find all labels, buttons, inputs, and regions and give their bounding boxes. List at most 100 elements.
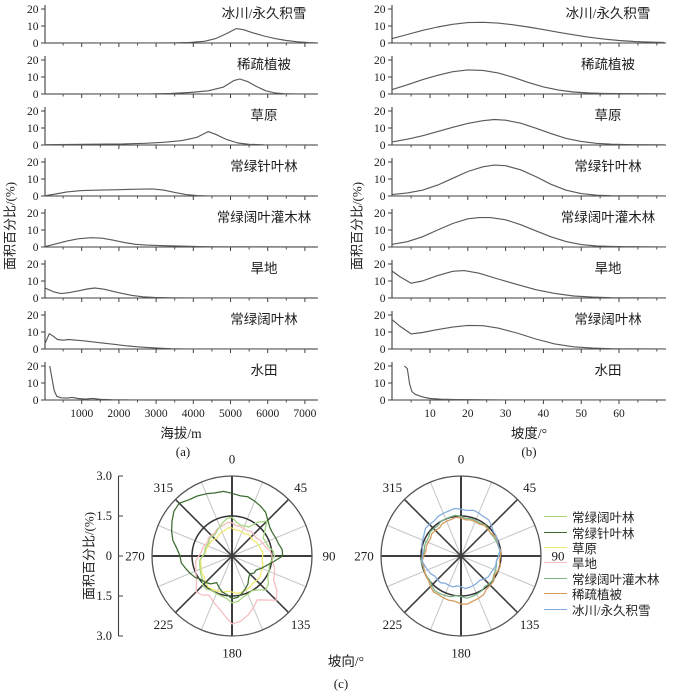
legend-item: 冰川/永久积雪 <box>544 601 660 618</box>
x-axis-label-panel-c: 坡向/° <box>327 654 365 669</box>
y-tick-label: 10 <box>374 72 386 84</box>
polar-main-spoke <box>174 498 290 614</box>
polar-angle-label: 270 <box>354 549 374 564</box>
series-category-label: 旱地 <box>595 261 623 276</box>
y-tick-label: 10 <box>27 123 39 135</box>
radial-tick-label: 3.0 <box>96 629 112 643</box>
polar-angle-label: 135 <box>520 617 540 632</box>
legend-swatch-line <box>544 562 567 564</box>
y-tick-label: 10 <box>374 225 386 237</box>
data-curve <box>44 188 317 197</box>
y-tick-label: 10 <box>374 174 386 186</box>
y-tick-label: 0 <box>380 38 386 50</box>
y-tick-label: 10 <box>27 72 39 84</box>
y-tick-label: 20 <box>374 208 386 220</box>
polar-angle-label: 0 <box>458 452 465 467</box>
y-tick-label: 20 <box>374 361 386 373</box>
panel-letter-a: (a) <box>175 444 191 459</box>
x-axis-label-panel-b: 坡度/° <box>510 426 548 441</box>
y-axis-label-panel-c: 面积百分比/(%) <box>81 511 97 601</box>
x-tick-label: 40 <box>538 408 550 420</box>
legend-label: 常绿阔叶灌木林 <box>572 572 660 587</box>
radial-tick-label: 1.5 <box>96 509 112 523</box>
legend-item: 草原 <box>544 540 660 556</box>
legend-swatch-line <box>544 531 567 533</box>
radial-tick-label: 0 <box>106 549 112 563</box>
y-tick-label: 20 <box>27 106 39 118</box>
y-tick-label: 20 <box>374 259 386 271</box>
y-tick-label: 0 <box>33 140 39 152</box>
y-tick-label: 0 <box>380 191 386 203</box>
x-tick-label: 4000 <box>182 408 205 420</box>
legend-item: 常绿阔叶灌木林 <box>544 571 660 587</box>
y-tick-label: 20 <box>374 4 386 16</box>
y-tick-label: 20 <box>27 361 39 373</box>
polar-data-curve <box>199 516 276 604</box>
data-curve <box>44 131 317 146</box>
subplot: 0 10 20 常绿针叶林 <box>374 157 666 203</box>
series-category-label: 冰川/永久积雪 <box>566 6 651 21</box>
polar-outer-ring <box>380 475 542 637</box>
legend-label: 草原 <box>572 541 598 556</box>
y-tick-label: 10 <box>27 327 39 339</box>
data-curve <box>44 287 317 299</box>
radial-tick-label: 3.0 <box>96 469 112 483</box>
series-category-label: 草原 <box>595 108 622 123</box>
y-tick-label: 0 <box>380 242 386 254</box>
data-curve <box>392 69 665 95</box>
polar-data-curve <box>199 527 264 595</box>
legend-swatch-line <box>544 546 567 548</box>
polar-angle-label: 0 <box>229 452 236 467</box>
data-curve <box>44 28 317 44</box>
x-tick-label: 20 <box>462 408 474 420</box>
x-tick-label: 6000 <box>256 408 279 420</box>
series-category-label: 常绿阔叶林 <box>574 312 642 327</box>
series-category-label: 常绿阔叶林 <box>230 312 298 327</box>
subplot: 0 10 20 常绿阔叶灌木林 <box>374 208 666 254</box>
series-category-label: 常绿针叶林 <box>230 159 298 174</box>
legend-swatch-line <box>544 516 567 518</box>
y-axis-label-panel-b: 面积百分比/(%) <box>349 181 365 271</box>
polar-data-curve <box>421 516 502 605</box>
legend-swatch-line <box>544 577 567 579</box>
y-tick-label: 0 <box>33 293 39 305</box>
series-category-label: 草原 <box>251 108 278 123</box>
x-tick-label: 1000 <box>70 408 93 420</box>
legend-label: 常绿针叶林 <box>572 526 635 541</box>
legend-item: 旱地 <box>544 555 660 571</box>
x-tick-label: 5000 <box>219 408 242 420</box>
polar-outer-ring <box>151 475 313 637</box>
polar-chart-left: 0 45 90 135 180 225 270 315 <box>125 452 335 661</box>
subplot: 0 10 20 10 20 30 40 50 60 水田 <box>374 361 666 420</box>
polar-data-curve <box>421 507 501 590</box>
data-curve <box>391 319 665 350</box>
x-tick-label: 50 <box>575 408 587 420</box>
x-tick-label: 10 <box>424 408 436 420</box>
y-tick-label: 20 <box>27 259 39 271</box>
polar-angle-label: 135 <box>291 617 311 632</box>
x-tick-label: 7000 <box>293 408 316 420</box>
data-curve <box>44 78 317 95</box>
y-tick-label: 0 <box>380 293 386 305</box>
series-category-label: 稀疏植被 <box>581 57 635 72</box>
legend-item: 常绿阔叶林 <box>544 509 660 526</box>
series-category-label: 稀疏植被 <box>237 57 291 72</box>
polar-main-spoke <box>403 498 519 614</box>
legend-swatch-line <box>544 593 567 595</box>
y-tick-label: 0 <box>33 38 39 50</box>
polar-angle-label: 45 <box>523 480 536 495</box>
legend-item: 稀疏植被 <box>544 586 660 602</box>
y-tick-label: 20 <box>27 157 39 169</box>
polar-angle-label: 225 <box>154 617 174 632</box>
subplot: 0 10 20 常绿针叶林 <box>27 157 318 203</box>
y-tick-label: 10 <box>27 378 39 390</box>
x-tick-label: 30 <box>500 408 512 420</box>
subplot: 0 10 20 常绿阔叶林 <box>374 310 666 356</box>
legend-label: 常绿阔叶林 <box>572 511 635 526</box>
polar-angle-label: 225 <box>383 617 403 632</box>
y-tick-label: 0 <box>33 89 39 101</box>
radial-tick-label: 1.5 <box>96 589 112 603</box>
legend-swatch-line <box>544 608 567 610</box>
series-category-label: 水田 <box>251 363 278 378</box>
